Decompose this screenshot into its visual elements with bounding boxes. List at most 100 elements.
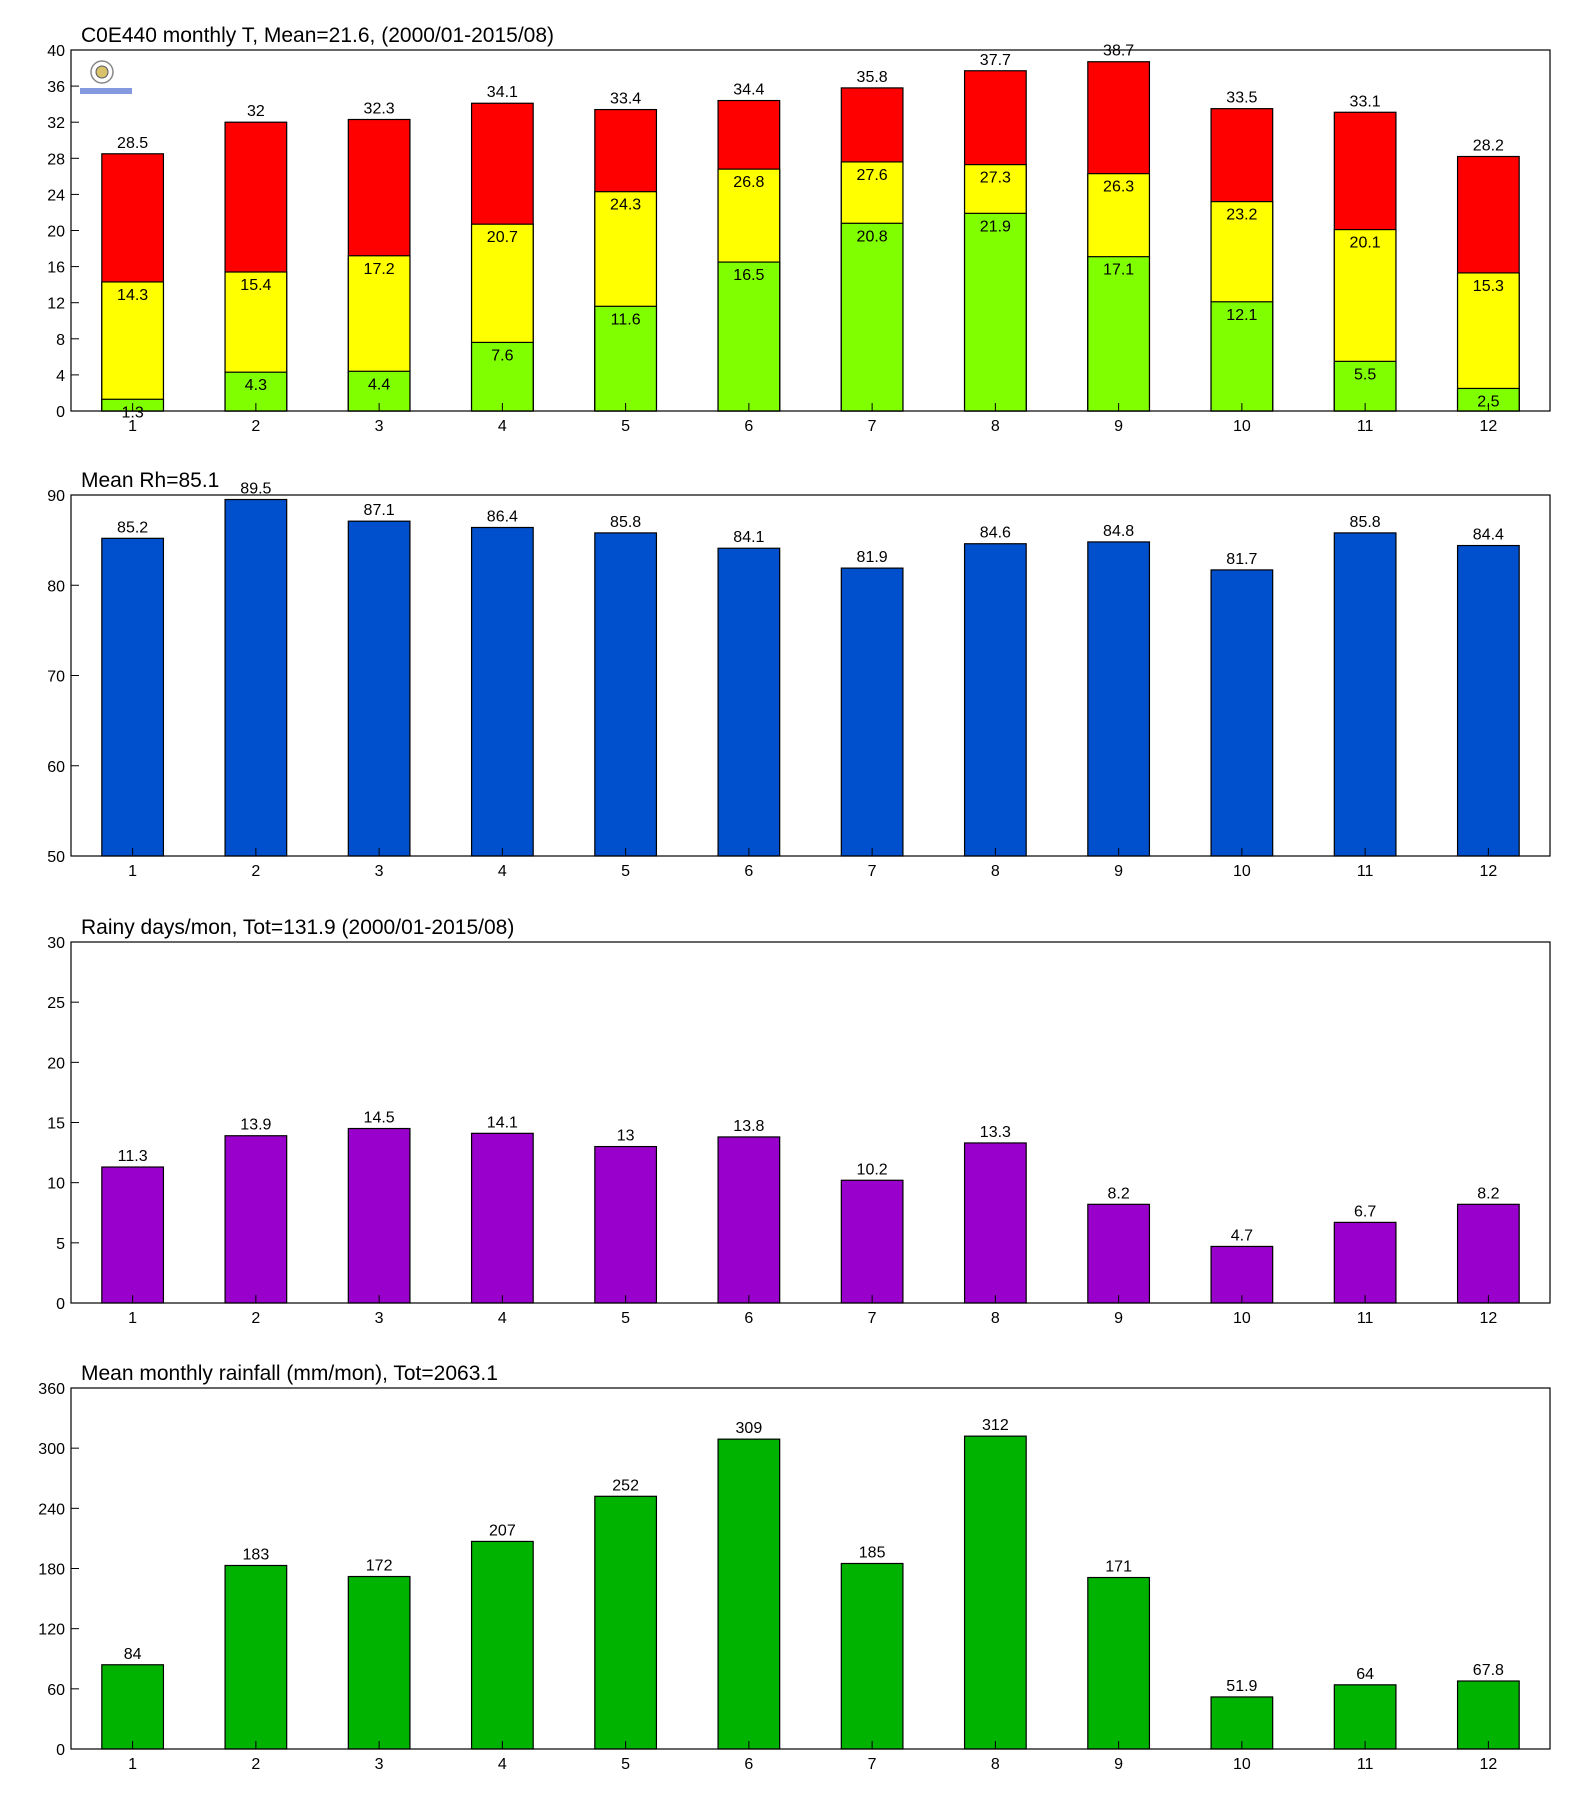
bar (594, 305, 658, 412)
bar (347, 1575, 411, 1750)
x-tick-label: 7 (868, 863, 877, 880)
y-tick-label: 0 (56, 1742, 65, 1759)
chart-title: C0E440 monthly T, Mean=21.6, (2000/01-20… (81, 24, 554, 47)
x-tick-label: 8 (991, 418, 1000, 435)
y-tick-label: 25 (47, 995, 65, 1012)
value-label: 20.1 (1350, 235, 1381, 252)
value-label: 309 (736, 1420, 763, 1437)
bar (224, 498, 288, 857)
value-label: 27.6 (857, 167, 888, 184)
value-label: 81.9 (857, 549, 888, 566)
value-label: 32.3 (364, 100, 395, 117)
bar (347, 520, 411, 857)
value-label: 4.3 (245, 377, 267, 394)
y-tick-label: 20 (47, 224, 65, 241)
bar (347, 1127, 411, 1304)
value-label: 7.6 (491, 347, 513, 364)
value-label: 15.3 (1473, 278, 1504, 295)
value-label: 11.3 (118, 1148, 148, 1165)
bar (1456, 1203, 1520, 1304)
value-label: 171 (1105, 1559, 1132, 1576)
y-tick-label: 70 (47, 669, 65, 686)
x-tick-label: 2 (251, 1756, 260, 1773)
bar (1087, 1203, 1151, 1304)
x-tick-label: 4 (498, 1756, 507, 1773)
x-tick-label: 1 (128, 863, 137, 880)
y-tick-label: 8 (56, 332, 65, 349)
y-tick-label: 120 (38, 1622, 65, 1639)
value-label: 252 (612, 1477, 639, 1494)
y-tick-label: 40 (47, 43, 65, 60)
y-tick-label: 16 (47, 260, 65, 277)
y-tick-label: 60 (47, 1682, 65, 1699)
bar (1087, 256, 1151, 412)
logo (80, 60, 132, 94)
x-tick-label: 11 (1357, 863, 1374, 880)
x-tick-label: 6 (744, 863, 753, 880)
bar (101, 537, 165, 857)
value-label: 5.5 (1354, 366, 1376, 383)
value-label: 20.7 (487, 229, 518, 246)
axes-frame (70, 1387, 1551, 1750)
x-tick-label: 9 (1114, 418, 1123, 435)
x-tick-label: 11 (1357, 1756, 1374, 1773)
x-tick-label: 4 (498, 863, 507, 880)
y-tick-label: 15 (47, 1116, 65, 1133)
bar (840, 222, 904, 412)
bar (963, 1435, 1027, 1750)
x-tick-label: 4 (498, 418, 507, 435)
bar (840, 567, 904, 857)
bar (594, 1495, 658, 1750)
x-tick-label: 3 (375, 418, 384, 435)
bar (101, 1166, 165, 1304)
bar (1210, 569, 1274, 857)
x-tick-label: 8 (991, 1310, 1000, 1327)
bar (594, 1145, 658, 1304)
value-label: 14.1 (487, 1114, 518, 1131)
bar (717, 1438, 781, 1750)
x-tick-label: 2 (251, 863, 260, 880)
value-label: 35.8 (857, 69, 888, 86)
value-label: 14.5 (364, 1110, 395, 1127)
value-label: 33.5 (1226, 90, 1257, 107)
value-label: 6.7 (1354, 1203, 1376, 1220)
x-tick-label: 1 (128, 1756, 137, 1773)
value-label: 1.3 (122, 404, 144, 421)
bar (1210, 1245, 1274, 1304)
value-label: 24.3 (610, 197, 641, 214)
x-tick-label: 12 (1479, 863, 1497, 880)
value-label: 87.1 (364, 502, 395, 519)
y-tick-label: 4 (56, 368, 65, 385)
y-tick-label: 10 (47, 1176, 65, 1193)
x-tick-label: 11 (1357, 418, 1374, 435)
value-label: 11.6 (611, 311, 641, 328)
x-tick-label: 12 (1479, 1756, 1497, 1773)
bar (1210, 301, 1274, 412)
value-label: 64 (1356, 1666, 1374, 1683)
chart-title: Rainy days/mon, Tot=131.9 (2000/01-2015/… (81, 916, 514, 939)
value-label: 84.6 (980, 525, 1011, 542)
value-label: 312 (982, 1417, 1009, 1434)
bar (1456, 544, 1520, 857)
bar (101, 1664, 165, 1750)
axes-frame (70, 494, 1551, 857)
value-label: 172 (366, 1558, 393, 1575)
y-tick-label: 300 (38, 1441, 65, 1458)
value-label: 10.2 (857, 1161, 888, 1178)
y-tick-label: 0 (56, 1296, 65, 1313)
y-tick-label: 12 (47, 296, 65, 313)
value-label: 23.2 (1226, 207, 1257, 224)
chart-title: Mean Rh=85.1 (81, 469, 219, 492)
axes-frame (70, 941, 1551, 1304)
y-tick-label: 28 (47, 151, 65, 168)
value-label: 28.2 (1473, 137, 1504, 154)
x-tick-label: 12 (1479, 418, 1497, 435)
bar (1087, 541, 1151, 857)
value-label: 2.5 (1477, 393, 1499, 410)
value-label: 15.4 (240, 277, 271, 294)
value-label: 85.8 (1350, 514, 1381, 531)
value-label: 33.1 (1350, 93, 1381, 110)
bar (717, 261, 781, 412)
value-label: 81.7 (1226, 551, 1257, 568)
value-label: 34.1 (487, 84, 518, 101)
